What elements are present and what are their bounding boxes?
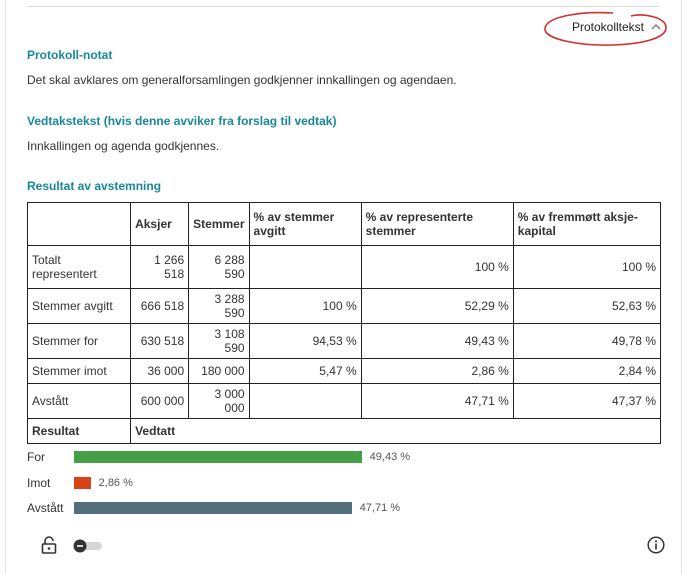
- bar-label: Imot: [27, 476, 51, 490]
- row-label: Stemmer for: [26, 323, 132, 359]
- bar-row: For 49,43 %: [27, 450, 410, 464]
- bar-label: For: [27, 450, 45, 464]
- table-row: Avstått 600 000 3 000 000 47,71 % 47,37 …: [26, 383, 662, 419]
- table-cell: 3 288 590: [188, 288, 250, 324]
- result-label: Resultat: [26, 418, 132, 444]
- table-cell: 47,71 %: [360, 383, 514, 419]
- header-cell: % av representerte stemmer: [360, 202, 514, 246]
- protocol-text-label: Protokolltekst: [571, 20, 644, 34]
- table-header-row: Aksjer Stemmer % av stemmer avgitt % av …: [26, 202, 662, 246]
- table-cell: 3 108 590: [188, 323, 250, 359]
- table-cell: 666 518: [130, 288, 190, 324]
- panel-frame: [5, 0, 682, 574]
- row-label: Totalt representert: [26, 245, 132, 289]
- table-cell: 49,78 %: [512, 323, 662, 359]
- vote-result-table: Aksjer Stemmer % av stemmer avgitt % av …: [26, 202, 662, 444]
- table-cell: [248, 245, 362, 289]
- result-row: Resultat Vedtatt: [26, 418, 661, 444]
- table-cell: 52,29 %: [360, 288, 514, 324]
- bar-value: 49,43 %: [369, 451, 411, 463]
- row-label: Stemmer imot: [26, 358, 132, 384]
- table-row: Stemmer imot 36 000 180 000 5,47 % 2,86 …: [26, 358, 662, 384]
- table-cell: 630 518: [130, 323, 190, 359]
- info-icon[interactable]: [647, 536, 665, 554]
- table-cell: 600 000: [130, 383, 190, 419]
- table-cell: 47,37 %: [512, 383, 662, 419]
- table-cell: 36 000: [130, 358, 190, 384]
- table-cell: 180 000: [188, 358, 250, 384]
- bar-value: 47,71 %: [359, 502, 401, 514]
- header-cell: Stemmer: [188, 202, 250, 246]
- header-cell: % av stemmer avgitt: [248, 202, 362, 246]
- bar-label: Avstått: [27, 501, 64, 515]
- header-cell: % av fremmøtt aksje-kapital: [512, 202, 662, 246]
- chevron-up-icon: [651, 24, 661, 30]
- resolution-text: Innkallingen og agenda godkjennes.: [27, 139, 220, 153]
- result-value: Vedtatt: [130, 418, 661, 444]
- table-cell: 2,86 %: [360, 358, 514, 384]
- bar-row: Avstått 47,71 %: [27, 501, 400, 515]
- top-divider: [27, 6, 660, 7]
- table-cell: 2,84 %: [512, 358, 662, 384]
- toggle-switch[interactable]: [72, 539, 102, 553]
- header-cell: [26, 202, 132, 246]
- table-cell: 5,47 %: [248, 358, 362, 384]
- row-label: Stemmer avgitt: [26, 288, 132, 324]
- table-cell: 52,63 %: [512, 288, 662, 324]
- note-text: Det skal avklares om generalforsamlingen…: [27, 73, 457, 87]
- table-row: Stemmer avgitt 666 518 3 288 590 100 % 5…: [26, 288, 662, 324]
- table-cell: 100 %: [248, 288, 362, 324]
- lock-open-icon[interactable]: [41, 536, 57, 554]
- resolution-title: Vedtakstekst (hvis denne avviker fra for…: [27, 114, 337, 128]
- result-title: Resultat av avstemning: [27, 179, 162, 193]
- bar-avstått: [74, 502, 352, 514]
- note-title: Protokoll-notat: [27, 48, 113, 62]
- bar-imot: [74, 477, 91, 489]
- table-cell: 49,43 %: [360, 323, 514, 359]
- header-cell: Aksjer: [130, 202, 190, 246]
- protocol-text-toggle[interactable]: Protokolltekst: [572, 20, 662, 34]
- table-cell: 1 266 518: [130, 245, 190, 289]
- table-row: Stemmer for 630 518 3 108 590 94,53 % 49…: [26, 323, 662, 359]
- table-row: Totalt representert 1 266 518 6 288 590 …: [26, 245, 662, 289]
- table-cell: [248, 383, 362, 419]
- bar-for: [74, 451, 362, 463]
- bar-value: 2,86 %: [98, 477, 133, 489]
- table-cell: 94,53 %: [248, 323, 362, 359]
- table-cell: 100 %: [360, 245, 514, 289]
- table-cell: 100 %: [512, 245, 662, 289]
- bar-row: Imot 2,86 %: [27, 476, 133, 490]
- row-label: Avstått: [26, 383, 132, 419]
- table-cell: 6 288 590: [188, 245, 250, 289]
- table-cell: 3 000 000: [188, 383, 250, 419]
